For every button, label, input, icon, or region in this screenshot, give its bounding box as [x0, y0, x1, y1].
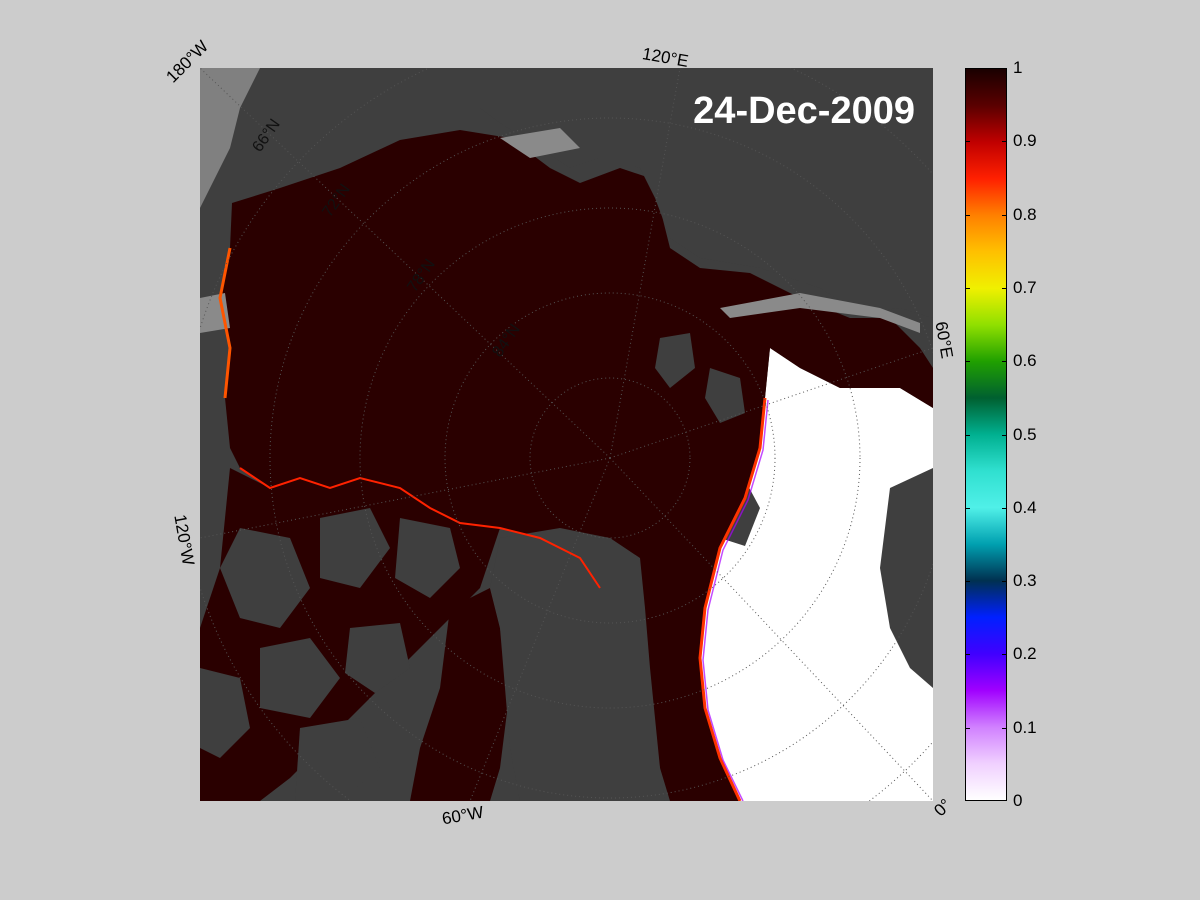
colorbar-tick-mark [965, 361, 970, 363]
open-water [700, 348, 933, 801]
colorbar-tick-label: 0.7 [1013, 277, 1037, 297]
colorbar-tick-mark [965, 581, 970, 583]
colorbar-tick-mark [965, 434, 970, 436]
colorbar-tick-mark [1002, 361, 1007, 363]
colorbar-tick-label: 0.6 [1013, 351, 1037, 371]
graticule [200, 68, 933, 801]
colorbar-tick-label: 0.3 [1013, 571, 1037, 591]
lon-label-0: 0° [930, 795, 956, 821]
colorbar-tick-mark [965, 68, 970, 69]
map-graphic: 66°N 72°N 78°N 84°N [200, 68, 933, 801]
colorbar-tick-mark [965, 727, 970, 729]
island-land [260, 638, 340, 718]
colorbar-tick-mark [1002, 727, 1007, 729]
island-land [200, 668, 250, 758]
colorbar-tick-mark [1002, 800, 1007, 801]
island-land [320, 508, 390, 588]
scandinavia-land [880, 468, 933, 688]
island-land [295, 718, 380, 801]
ice-edge [698, 397, 767, 801]
colorbar-tick-mark [965, 654, 970, 656]
colorbar-tick-mark [1002, 68, 1007, 69]
colorbar-tick-label: 0.9 [1013, 131, 1037, 151]
island-land [395, 518, 460, 598]
colorbar-tick-mark [1002, 581, 1007, 583]
colorbar-tick-label: 0.8 [1013, 204, 1037, 224]
colorbar-tick-mark [965, 507, 970, 509]
ice-edge [218, 247, 232, 399]
colorbar-tick-mark [1002, 214, 1007, 216]
colorbar-tick-mark [1002, 507, 1007, 509]
island-land [655, 333, 695, 388]
colorbar-tick-mark [965, 800, 970, 801]
colorbar-tick-mark [965, 287, 970, 289]
island-land [705, 368, 745, 423]
lon-label-60w: 60°W [440, 802, 486, 829]
colorbar-tick-label: 0 [1013, 791, 1023, 810]
island-land [220, 528, 310, 628]
colorbar-tick-mark [965, 214, 970, 216]
sea-ice-map: 66°N 72°N 78°N 84°N 24-Dec-2009 [200, 68, 933, 801]
greenland-land [490, 528, 665, 801]
colorbar-tick-mark [1002, 654, 1007, 656]
colorbar-tick-label: 0.5 [1013, 424, 1037, 444]
eurasia-land [480, 68, 933, 318]
colorbar-tick-label: 1 [1013, 58, 1023, 77]
shallow-water [500, 128, 580, 158]
outside-region [200, 68, 260, 208]
colorbar-tick-mark [1002, 141, 1007, 143]
lon-label-60e: 60°E [931, 320, 957, 360]
colorbar-tick-mark [1002, 287, 1007, 289]
colorbar-tick-label: 0.2 [1013, 644, 1037, 664]
ice-edge-outer [702, 399, 769, 801]
ice-edge [239, 467, 601, 589]
baffin-bay-ice [410, 588, 510, 801]
colorbar-tick-label: 0.4 [1013, 497, 1037, 517]
shallow-water [720, 293, 920, 333]
island-land [345, 623, 410, 693]
colorbar-tick-mark [965, 141, 970, 143]
date-label: 24-Dec-2009 [693, 90, 915, 132]
sea-ice-pack [220, 130, 933, 801]
colorbar-gradient [966, 69, 1006, 800]
colorbar-tick-label: 0.1 [1013, 717, 1037, 737]
colorbar-tick-mark [1002, 434, 1007, 436]
colorbar [965, 68, 1007, 801]
lon-label-120w: 120°W [170, 513, 198, 567]
